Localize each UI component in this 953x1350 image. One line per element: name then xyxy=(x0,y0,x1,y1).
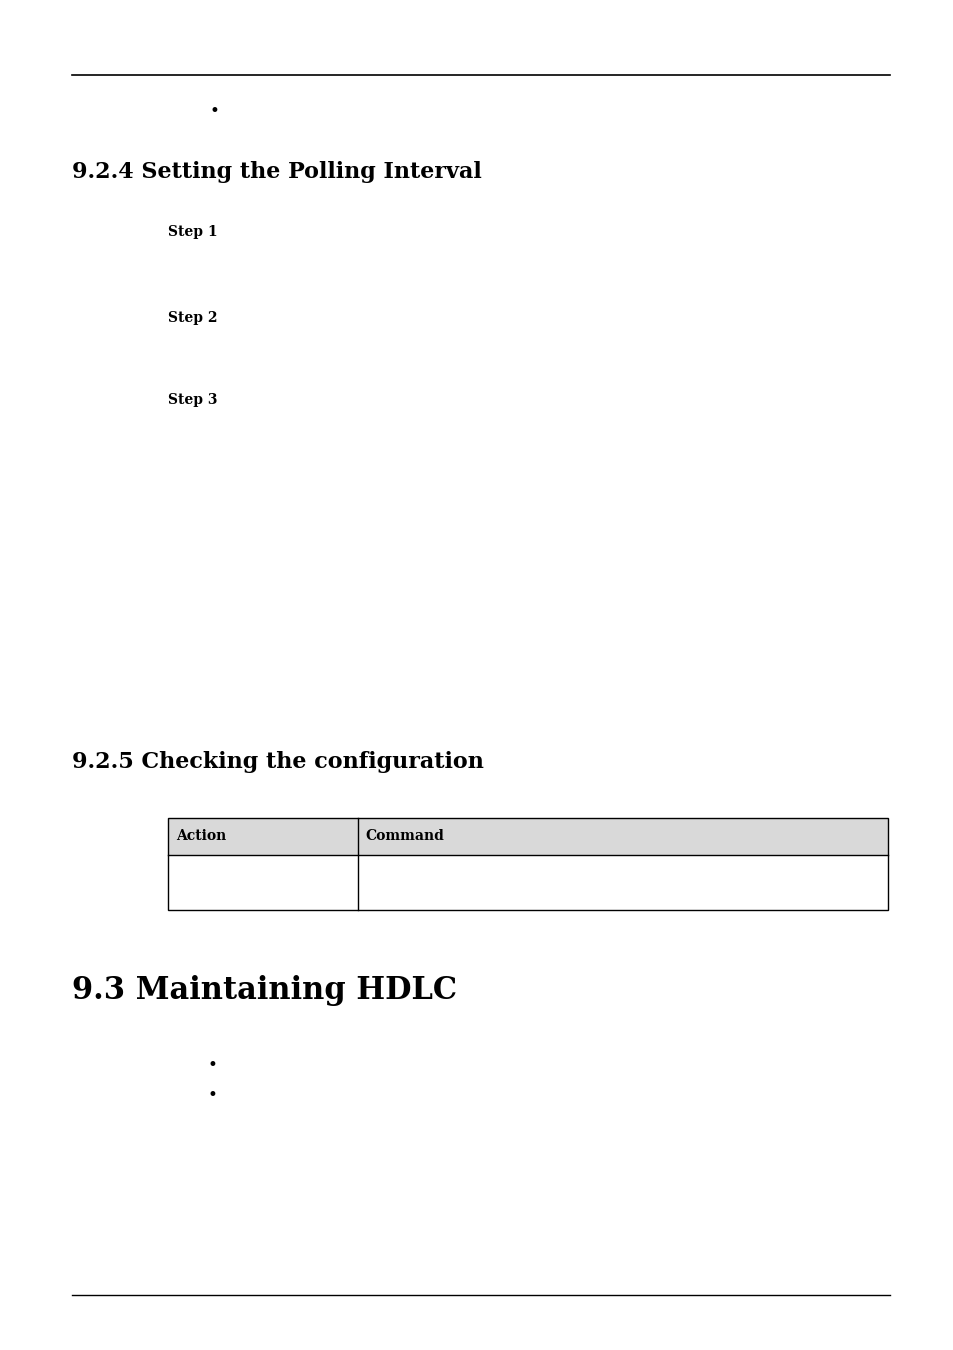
Bar xyxy=(168,818,887,855)
Bar xyxy=(168,818,887,910)
Text: Command: Command xyxy=(365,829,444,844)
Text: •: • xyxy=(208,1057,217,1073)
Text: 9.3 Maintaining HDLC: 9.3 Maintaining HDLC xyxy=(71,975,456,1006)
Text: Step 1: Step 1 xyxy=(168,225,217,239)
Text: •: • xyxy=(210,104,219,120)
Text: 9.2.4 Setting the Polling Interval: 9.2.4 Setting the Polling Interval xyxy=(71,161,481,184)
Text: Action: Action xyxy=(175,829,226,844)
Bar xyxy=(168,818,887,910)
Text: Step 2: Step 2 xyxy=(168,310,217,325)
Text: •: • xyxy=(208,1087,217,1103)
Text: 9.2.5 Checking the configuration: 9.2.5 Checking the configuration xyxy=(71,751,483,774)
Text: Step 3: Step 3 xyxy=(168,393,217,406)
